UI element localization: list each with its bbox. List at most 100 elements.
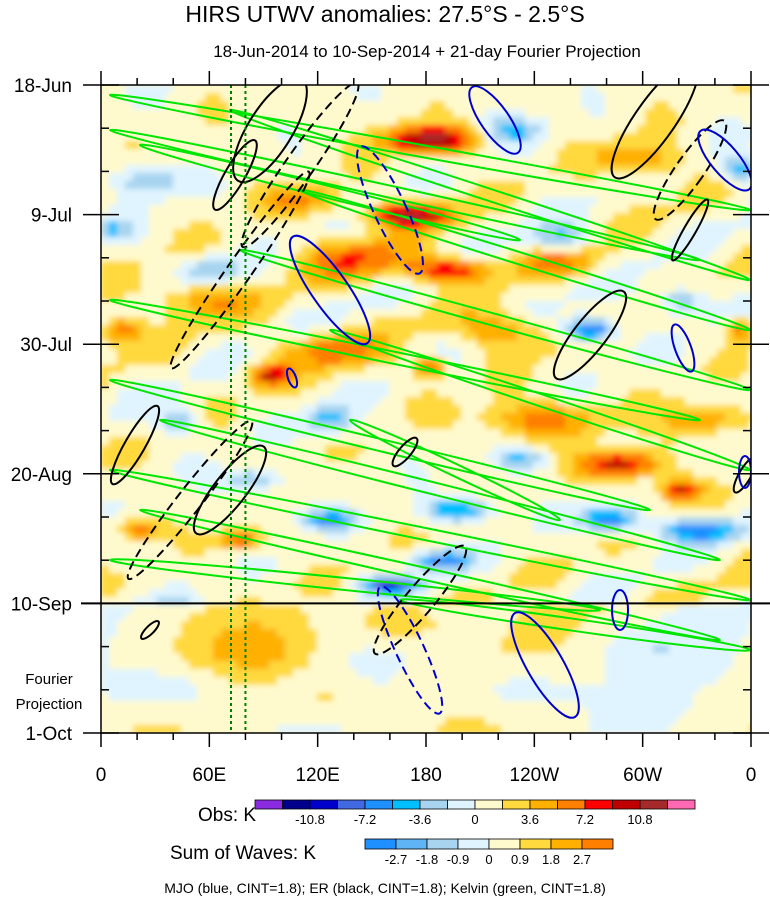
field-cell xyxy=(605,93,614,102)
field-cell xyxy=(365,109,374,118)
field-cell xyxy=(269,309,278,318)
field-cell xyxy=(341,85,350,94)
field-cell xyxy=(125,309,134,318)
field-cell xyxy=(181,117,190,126)
field-cell xyxy=(341,517,350,526)
field-cell xyxy=(709,381,718,390)
field-cell xyxy=(149,565,158,574)
field-cell xyxy=(109,365,118,374)
field-cell xyxy=(557,205,566,214)
field-cell xyxy=(741,445,750,454)
field-cell xyxy=(397,381,406,390)
field-cell xyxy=(749,309,751,318)
field-cell xyxy=(597,437,606,446)
field-cell xyxy=(605,453,614,462)
field-cell xyxy=(277,477,286,486)
field-cell xyxy=(501,237,510,246)
field-cell xyxy=(333,165,342,174)
field-cell xyxy=(613,533,622,542)
field-cell xyxy=(725,301,734,310)
field-cell xyxy=(469,525,478,534)
field-cell xyxy=(717,517,726,526)
field-cell xyxy=(125,389,134,398)
field-cell xyxy=(629,477,638,486)
field-cell xyxy=(365,213,374,222)
field-cell xyxy=(341,229,350,238)
field-cell xyxy=(565,237,574,246)
field-cell xyxy=(749,501,751,510)
field-cell xyxy=(557,557,566,566)
field-cell xyxy=(405,349,414,358)
field-cell xyxy=(669,469,678,478)
field-cell xyxy=(421,549,430,558)
field-cell xyxy=(677,165,686,174)
field-cell xyxy=(421,149,430,158)
field-cell xyxy=(101,205,110,214)
field-cell xyxy=(237,237,246,246)
field-cell xyxy=(293,429,302,438)
field-cell xyxy=(229,285,238,294)
field-cell xyxy=(357,557,366,566)
field-cell xyxy=(413,421,422,430)
field-cell xyxy=(101,533,110,542)
field-cell xyxy=(581,565,590,574)
field-cell xyxy=(613,189,622,198)
field-cell xyxy=(693,397,702,406)
field-cell xyxy=(461,389,470,398)
field-cell xyxy=(141,525,150,534)
field-cell xyxy=(373,269,382,278)
field-cell xyxy=(701,165,710,174)
field-cell xyxy=(413,549,422,558)
field-cell xyxy=(661,429,670,438)
field-cell xyxy=(181,237,190,246)
field-cell xyxy=(645,525,654,534)
field-cell xyxy=(677,85,686,94)
field-cell xyxy=(389,533,398,542)
field-cell xyxy=(365,173,374,182)
field-cell xyxy=(229,381,238,390)
field-cell xyxy=(221,285,230,294)
field-cell xyxy=(485,493,494,502)
field-cell xyxy=(125,533,134,542)
field-cell xyxy=(701,493,710,502)
field-cell xyxy=(277,221,286,230)
field-cell xyxy=(205,349,214,358)
field-cell xyxy=(229,261,238,270)
field-cell xyxy=(317,101,326,110)
field-cell xyxy=(317,229,326,238)
field-cell xyxy=(293,117,302,126)
field-cell xyxy=(669,453,678,462)
field-cell xyxy=(701,429,710,438)
field-cell xyxy=(605,245,614,254)
field-cell xyxy=(157,269,166,278)
field-cell xyxy=(341,173,350,182)
field-cell xyxy=(197,365,206,374)
field-cell xyxy=(669,437,678,446)
field-cell xyxy=(413,509,422,518)
field-cell xyxy=(165,325,174,334)
field-cell xyxy=(509,357,518,366)
field-cell xyxy=(557,533,566,542)
field-cell xyxy=(653,261,662,270)
field-cell xyxy=(269,237,278,246)
field-cell xyxy=(541,141,550,150)
field-cell xyxy=(621,157,630,166)
field-cell xyxy=(525,541,534,550)
field-cell xyxy=(533,293,542,302)
field-cell xyxy=(517,157,526,166)
field-cell xyxy=(581,245,590,254)
field-cell xyxy=(325,261,334,270)
field-cell xyxy=(717,117,726,126)
field-cell xyxy=(181,413,190,422)
field-cell xyxy=(325,549,334,558)
field-cell xyxy=(605,349,614,358)
field-cell xyxy=(573,397,582,406)
field-cell xyxy=(237,549,246,558)
field-cell xyxy=(365,85,374,94)
field-cell xyxy=(341,101,350,110)
field-cell xyxy=(493,485,502,494)
field-cell xyxy=(557,413,566,422)
field-cell xyxy=(581,109,590,118)
field-cell xyxy=(149,357,158,366)
field-cell xyxy=(509,213,518,222)
